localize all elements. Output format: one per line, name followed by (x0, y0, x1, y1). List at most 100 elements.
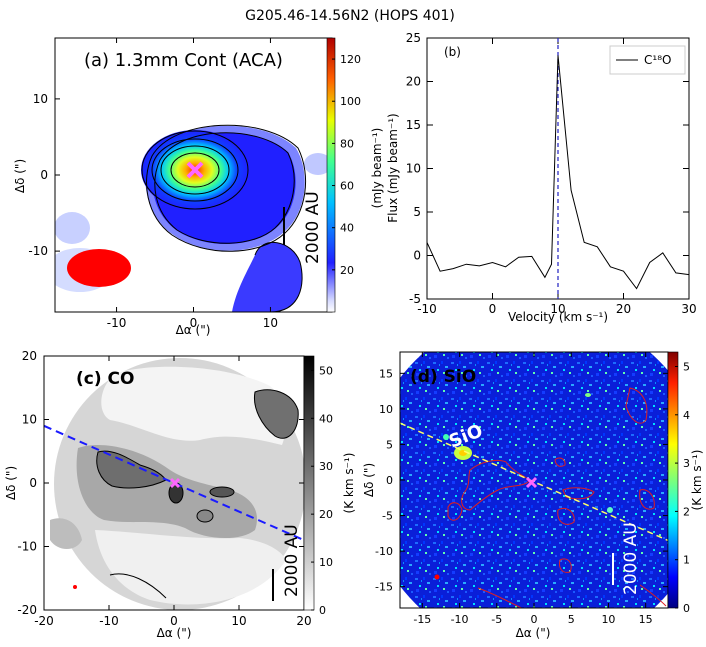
figure-title: G205.46-14.56N2 (HOPS 401) (245, 8, 455, 24)
continuum-contours (141, 124, 307, 312)
b-ytick-label-10: 10 (406, 162, 421, 176)
xtick-label--5: -5 (491, 613, 502, 626)
ytick-label--10: -10 (375, 545, 393, 558)
cbar-label-3: 3 (683, 457, 690, 470)
panel-d-colorbar-ticks: 0 1 2 3 4 5 (675, 360, 690, 615)
b-ytick-label-25: 25 (406, 31, 421, 45)
xtick-label-5: 5 (568, 613, 575, 626)
panel-d-ylabel: Δδ (") (362, 463, 376, 497)
b-xtick-label-30: 30 (681, 302, 696, 316)
panel-b-ylabel: Flux (mJy beam⁻¹) (386, 113, 400, 222)
cbar-label-40: 40 (340, 222, 354, 235)
cbar-label-20: 20 (340, 264, 354, 277)
panel-d-yticks: -15 -10 -5 0 5 10 15 (375, 367, 668, 594)
cbar-label-0: 0 (683, 602, 690, 615)
panel-c-xlabel: Δα (") (157, 626, 192, 640)
beam-ellipse (67, 249, 131, 287)
panel-c-yticks: -20 -10 0 10 20 (17, 349, 304, 617)
panel-a-label: (a) 1.3mm Cont (ACA) (84, 50, 283, 71)
panel-d-xlabel: Δα (") (516, 626, 551, 640)
sio-emission (443, 393, 613, 513)
b-ytick-label-5: 5 (413, 205, 421, 219)
panel-c-beam (73, 585, 77, 589)
b-ytick-label-0: 0 (413, 249, 421, 263)
panel-b-ticks: -10 0 10 20 30 -5 0 5 10 15 20 25 (406, 31, 697, 316)
panel-c-colorbar-label: (K km s⁻¹) (342, 453, 356, 514)
cbar-label-120: 120 (340, 53, 361, 66)
cbar-label-50: 50 (319, 364, 333, 377)
cbar-label-20: 20 (319, 508, 333, 521)
cbar-label-40: 40 (319, 412, 333, 425)
panel-b-ylabel-2: (mJy beam⁻¹) (370, 128, 384, 209)
b-ytick-label-20: 20 (406, 75, 421, 89)
ytick-label-5: 5 (386, 438, 393, 451)
xtick-label-10: 10 (263, 316, 278, 330)
b-ytick-label--5: -5 (409, 292, 421, 306)
panel-d-label: (d) SiO (410, 367, 476, 387)
cbar-label-1: 1 (683, 554, 690, 567)
panel-a-colorbar-ticks: 20 40 60 80 100 120 (332, 53, 361, 277)
co-emission (50, 358, 304, 610)
panel-a-colorbar (326, 37, 336, 313)
ytick-label--5: -5 (382, 510, 393, 523)
panel-a-source-marker (186, 161, 204, 179)
ytick-label-10: 10 (33, 92, 48, 106)
panel-d-scale-bar: 2000 AU (612, 522, 641, 595)
outflow-axis-d (400, 422, 668, 542)
panel-c-scale-label: 2000 AU (282, 524, 302, 597)
cbar-label-30: 30 (319, 460, 333, 473)
xtick-label--20: -20 (34, 614, 54, 628)
xtick-label-10: 10 (231, 614, 246, 628)
panel-c-source-marker (169, 477, 181, 489)
b-xtick-label-0: 0 (489, 302, 497, 316)
panel-a-xlabel: Δα (") (176, 323, 211, 337)
panel-b-frame (426, 37, 690, 300)
b-xtick-label-20: 20 (616, 302, 631, 316)
ytick-label--10: -10 (17, 540, 37, 554)
panel-d-scale-label: 2000 AU (621, 522, 641, 595)
panel-d-colorbar-label: (K km s⁻¹) (690, 450, 704, 511)
cbar-label-10: 10 (319, 556, 333, 569)
panel-a-scale-label: 2000 AU (303, 191, 323, 264)
xtick-label--10: -10 (451, 613, 469, 626)
panel-a: (a) 1.3mm Cont (ACA) 2000 AU -10 0 10 -10 0… (13, 37, 361, 337)
panel-c-scale-bar: 2000 AU (272, 524, 302, 601)
cbar-label-80: 80 (340, 137, 354, 150)
panel-c-label: (c) CO (76, 369, 134, 389)
b-xtick-label--10: -10 (417, 302, 437, 316)
legend-c18o: C¹⁸O (644, 53, 671, 67)
panel-d: (d) SiO SiO 2000 AU -15 -10 -5 0 5 10 15 -15-1… (362, 351, 704, 640)
xtick-label-0: 0 (531, 613, 538, 626)
cbar-label-2: 2 (683, 505, 690, 518)
ytick-label--15: -15 (375, 581, 393, 594)
c18o-spectrum-line (426, 55, 690, 290)
xtick-label-15: 15 (639, 613, 653, 626)
xtick-label--10: -10 (107, 316, 127, 330)
cbar-label-100: 100 (340, 95, 361, 108)
xtick-label-0: 0 (190, 316, 198, 330)
panel-a-scale-bar: 2000 AU (283, 191, 323, 264)
panel-c-colorbar-ticks: 0 10 20 30 40 50 (311, 364, 333, 617)
xtick-label--15: -15 (413, 613, 431, 626)
panel-b-xlabel: Velocity (km s⁻¹) (508, 310, 608, 324)
ytick-label-15: 15 (379, 367, 393, 380)
panel-d-xticks: -15 -10 -5 0 5 10 15 (413, 352, 653, 626)
panel-c: (c) CO 2000 AU -20 -10 0 10 20 -20 -10 0 10 20 Δ… (4, 349, 356, 640)
xtick-label--10: -10 (99, 614, 119, 628)
cbar-label-60: 60 (340, 180, 354, 193)
xtick-label-0: 0 (170, 614, 178, 628)
ytick-label-10: 10 (22, 413, 37, 427)
panel-a-xticks: -10 0 10 (107, 38, 278, 330)
panel-d-beam (434, 574, 440, 580)
ytick-label--20: -20 (17, 603, 37, 617)
panel-b-label: (b) (444, 45, 461, 59)
panel-d-colorbar (667, 351, 679, 609)
panel-d-source-marker (525, 476, 538, 489)
ytick-label-10: 10 (379, 403, 393, 416)
panel-b: -10 0 10 20 30 -5 0 5 10 15 20 25 (b) C¹⁸O Velocity… (370, 31, 697, 324)
panel-c-xticks: -20 -10 0 10 20 (34, 356, 312, 628)
b-ytick-label-15: 15 (406, 118, 421, 132)
cbar-label-5: 5 (683, 360, 690, 373)
ytick-label-0: 0 (40, 168, 48, 182)
